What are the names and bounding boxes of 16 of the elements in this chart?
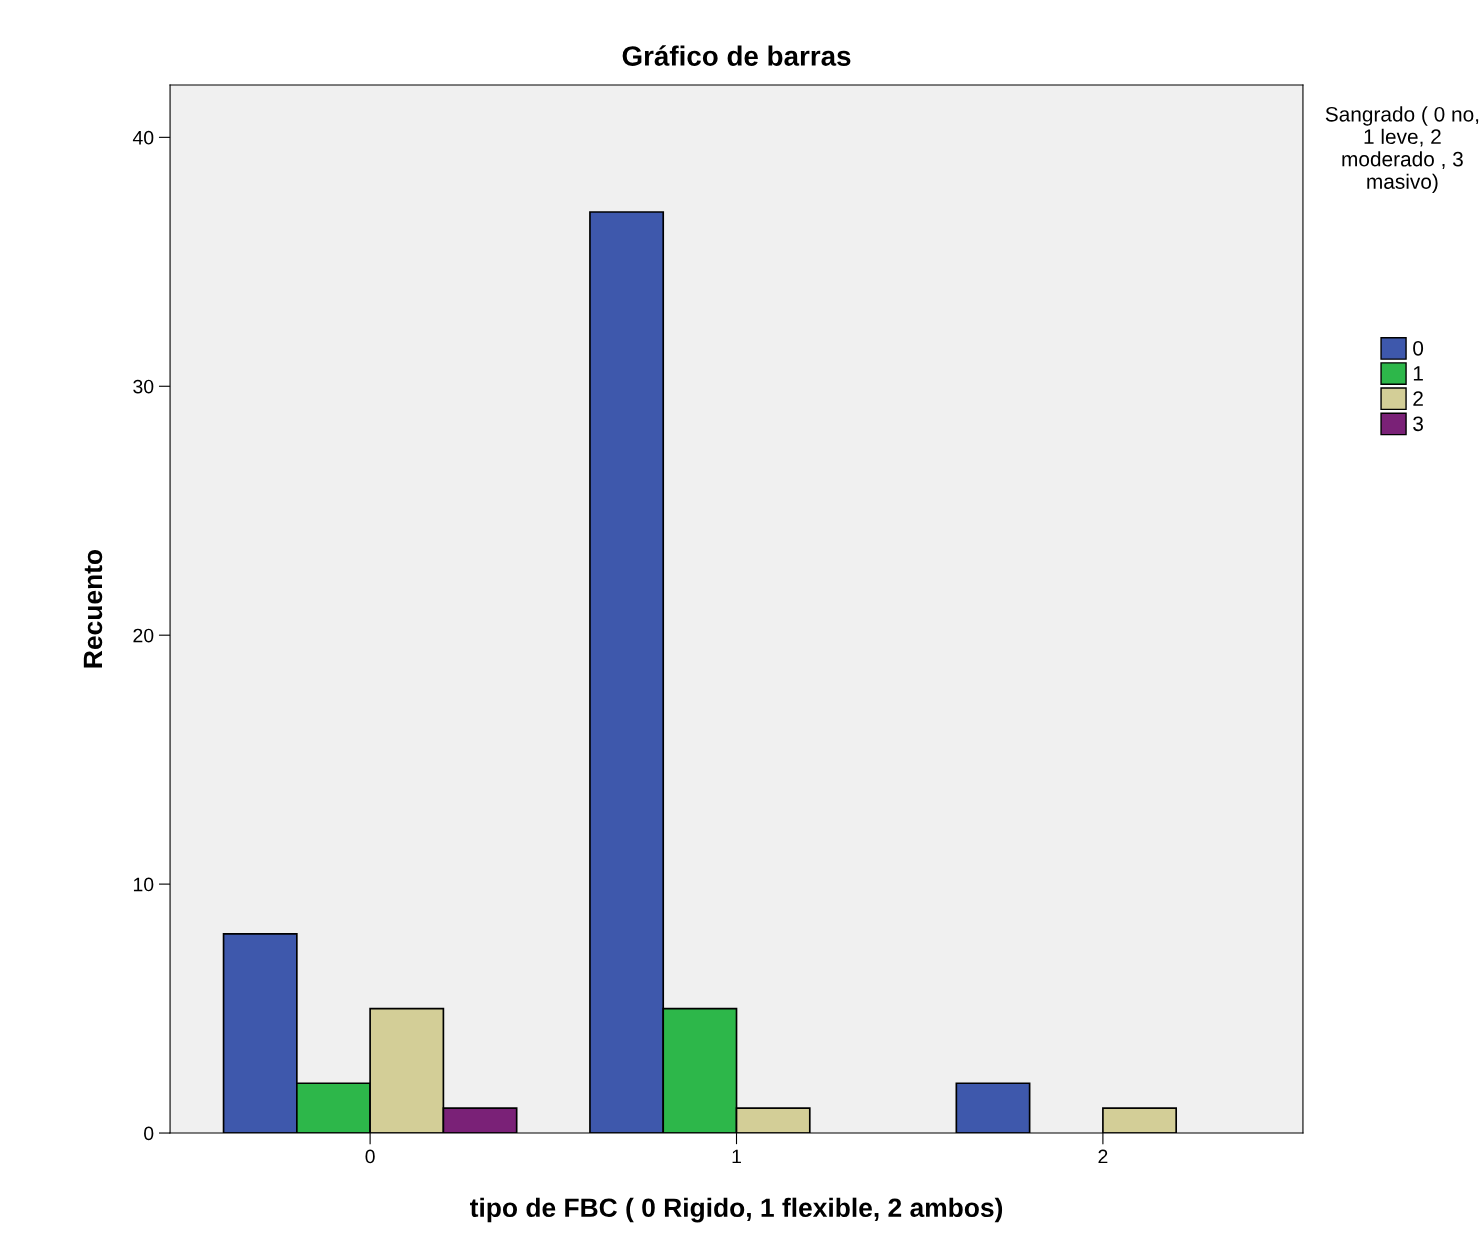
y-tick-label: 30: [133, 379, 154, 394]
x-tick-label: 0: [365, 1149, 375, 1164]
x-tick-label: 1: [732, 1149, 741, 1164]
legend-label: 2: [1413, 391, 1423, 406]
legend-label: 3: [1413, 416, 1423, 432]
legend-label: 1: [1413, 366, 1423, 381]
y-tick-label: 20: [133, 628, 154, 643]
y-tick-label: 10: [133, 877, 154, 892]
y-tick-label: 40: [132, 130, 154, 145]
x-tick-label: 2: [1098, 1149, 1108, 1164]
legend-label: 0: [1413, 340, 1424, 356]
y-axis-title: Recuento: [83, 549, 103, 668]
x-axis-title: tipo de FBC ( 0 Rigido, 1 flexible, 2 ambos): [470, 1197, 1003, 1223]
legend-title: Sangrado ( 0 no, 1 leve, 2 moderado , 3 masivo): [1325, 106, 1479, 194]
y-tick-label: 0: [144, 1126, 154, 1141]
chart-title: Gráfico de barras: [622, 45, 851, 66]
